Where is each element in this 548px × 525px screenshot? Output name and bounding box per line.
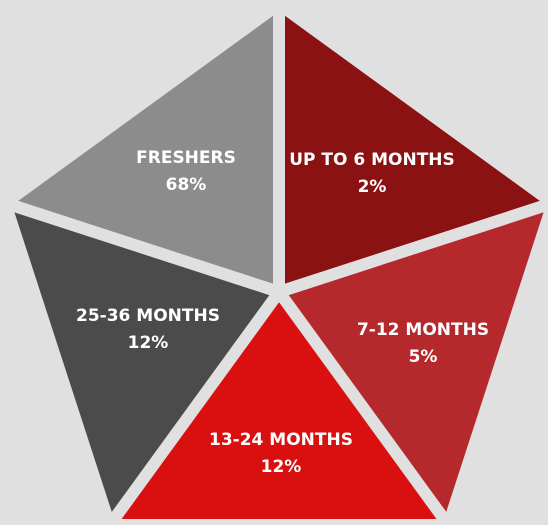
segment-value: 68% (166, 175, 207, 195)
segment-value: 12% (128, 333, 169, 353)
segment-label: UP TO 6 MONTHS (289, 150, 455, 170)
segment-label: 13-24 MONTHS (209, 430, 353, 450)
segment-value: 5% (409, 347, 438, 367)
segment-value: 2% (358, 177, 387, 197)
segment-value: 12% (261, 457, 302, 477)
segment-label: 7-12 MONTHS (357, 320, 489, 340)
segment-label: 25-36 MONTHS (76, 306, 220, 326)
segment (0, 197, 285, 525)
segment-label: FRESHERS (136, 148, 236, 168)
